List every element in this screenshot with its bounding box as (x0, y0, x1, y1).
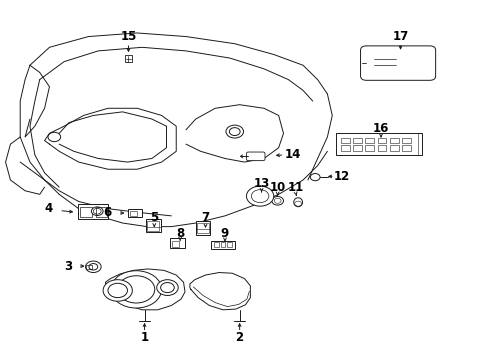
Text: 4: 4 (44, 202, 53, 215)
Circle shape (91, 207, 103, 216)
Circle shape (246, 186, 273, 206)
Bar (401, 145, 410, 151)
Bar (340, 145, 349, 151)
Bar (401, 138, 410, 143)
Circle shape (271, 197, 283, 205)
FancyBboxPatch shape (246, 152, 264, 161)
Bar (78, 204, 108, 219)
Text: 9: 9 (221, 227, 229, 240)
Bar (335, 134, 421, 155)
Bar (220, 242, 225, 247)
Bar (340, 138, 349, 143)
Text: 17: 17 (391, 30, 408, 43)
Bar (352, 138, 361, 143)
FancyBboxPatch shape (360, 46, 435, 80)
Text: 8: 8 (176, 227, 184, 240)
Circle shape (157, 280, 178, 296)
Text: 15: 15 (120, 30, 136, 43)
Circle shape (85, 261, 101, 273)
Bar (147, 221, 159, 231)
Bar (365, 138, 373, 143)
Bar (128, 209, 142, 217)
Bar (213, 242, 218, 247)
Bar (352, 145, 361, 151)
Bar (197, 223, 208, 233)
Bar (171, 240, 179, 247)
Bar (96, 207, 106, 217)
Text: 16: 16 (372, 122, 388, 135)
Text: 13: 13 (253, 177, 269, 190)
Text: 6: 6 (102, 207, 111, 220)
Circle shape (103, 280, 132, 301)
Bar (146, 220, 160, 232)
Bar (86, 265, 92, 269)
Text: 12: 12 (333, 170, 349, 183)
Circle shape (111, 271, 161, 308)
Bar (124, 55, 132, 62)
Text: 2: 2 (235, 331, 243, 344)
Bar (377, 145, 386, 151)
Text: 14: 14 (285, 148, 301, 161)
Text: 7: 7 (201, 211, 209, 224)
Bar (365, 145, 373, 151)
Text: 5: 5 (150, 211, 158, 224)
Bar (389, 145, 398, 151)
Text: 11: 11 (287, 181, 303, 194)
Bar (227, 242, 232, 247)
Bar (195, 221, 210, 234)
Bar (389, 138, 398, 143)
Bar (211, 241, 234, 249)
Text: 10: 10 (269, 181, 285, 194)
Text: 3: 3 (64, 260, 72, 273)
Bar (130, 211, 137, 216)
Text: 1: 1 (140, 331, 148, 344)
Bar (170, 238, 184, 248)
Bar (80, 207, 92, 217)
Circle shape (310, 174, 320, 181)
Bar (377, 138, 386, 143)
